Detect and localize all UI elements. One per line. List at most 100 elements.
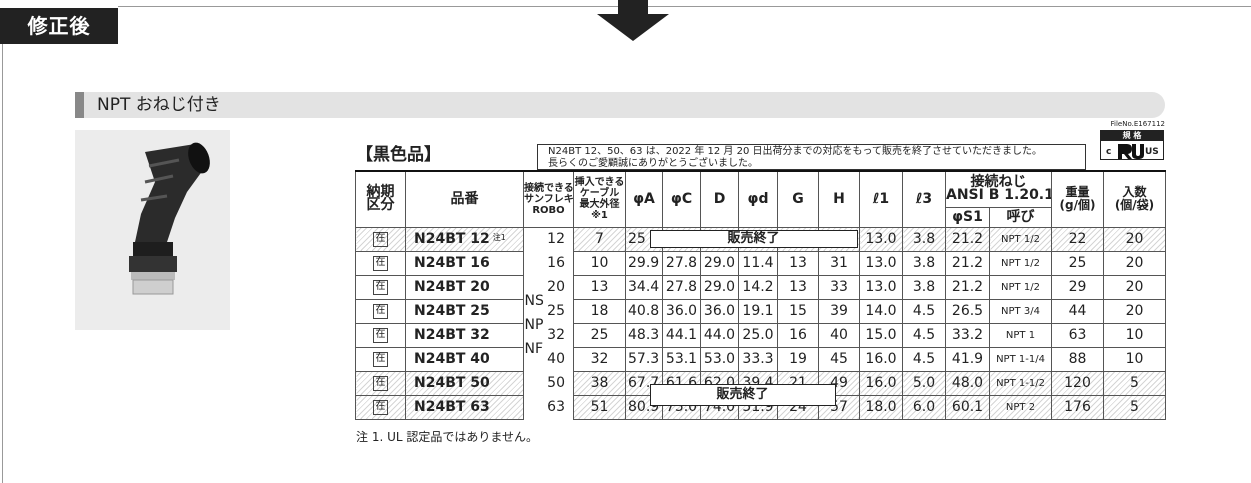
cell-text: N24BT 20 [414, 279, 490, 295]
header-cell: ℓ1 [859, 170, 903, 228]
cell-text: NPT 1-1/2 [996, 377, 1045, 389]
cell: 29.9 [625, 250, 663, 276]
robo-type: NS [524, 293, 544, 309]
cell: 5 [1103, 394, 1166, 420]
cell-text: 60.1 [951, 399, 984, 415]
cell-text: 3.8 [912, 279, 936, 295]
cell: 22 [1051, 226, 1104, 252]
header-text: (g/個) [1059, 198, 1096, 213]
cell: NPT 1/2 [989, 226, 1052, 252]
cell-text: 44.0 [703, 327, 736, 343]
file-number: FileNo.E167112 [1110, 120, 1165, 128]
cell-text: 38 [590, 375, 609, 391]
cell-text: 39 [830, 303, 848, 319]
cell: 25 [573, 322, 626, 348]
cell-text: 15.0 [865, 327, 897, 343]
header-text: 呼び [1006, 208, 1035, 225]
notice-line: 長らくのご愛顧誠にありがとうございました。 [548, 158, 758, 169]
cell-text: 33 [830, 279, 848, 295]
cell: NPT 1/2 [989, 274, 1052, 300]
cell: 20 [1103, 250, 1166, 276]
cell: 6.0 [902, 394, 946, 420]
cell: 20 [1103, 226, 1166, 252]
delivery-icon: 在 [373, 327, 388, 343]
cell: N24BT 63 [405, 394, 524, 420]
header-text: H [833, 190, 845, 207]
cell-text: 50 [547, 375, 565, 391]
cell: 在 [355, 250, 406, 276]
cell: 32 [573, 346, 626, 372]
cell: N24BT 16 [405, 250, 524, 276]
cell: 29 [1051, 274, 1104, 300]
ul-prefix: c [1106, 147, 1112, 157]
cell-text: 26.5 [951, 303, 984, 319]
cell: 51 [573, 394, 626, 420]
header-cell: 入数 (個/袋) [1103, 170, 1166, 228]
cell: 50 [523, 371, 574, 395]
cell-text: 16.0 [865, 375, 897, 391]
cell: 12 [523, 227, 574, 251]
cell: 15.0 [859, 322, 903, 348]
cell-text: 29.0 [703, 255, 736, 271]
cell-text: 31 [830, 255, 848, 271]
cell: 14.0 [859, 298, 903, 324]
cell-text: 176 [1064, 399, 1091, 415]
header-text: φA [633, 190, 655, 207]
header-text: φC [670, 190, 693, 207]
cell: 14.2 [738, 274, 778, 300]
cell: 13.0 [859, 226, 903, 252]
cell: 在 [355, 394, 406, 420]
cell: 53.1 [662, 346, 701, 372]
cell: 4.5 [902, 298, 946, 324]
cell-text: 19.1 [742, 303, 774, 319]
delivery-icon: 在 [373, 255, 388, 271]
cell: N24BT 12 注1 [405, 226, 524, 252]
cell: 21.2 [945, 226, 990, 252]
cell: 29.0 [700, 274, 739, 300]
cell-text: 20 [1125, 303, 1144, 319]
cell: N24BT 50 [405, 370, 524, 396]
cell: 19 [777, 346, 819, 372]
cell: 20 [523, 275, 574, 299]
cell: 19.1 [738, 298, 778, 324]
header-cell: 呼び [989, 206, 1052, 228]
header-text: φd [747, 190, 769, 207]
table-row: 在 N24BT 25 25 18 40.8 36.0 36.0 19.1 15 39 14.0 4.5… [355, 298, 1166, 324]
cell-text: 5.0 [912, 375, 936, 391]
cell: 36.0 [700, 298, 739, 324]
cell: NPT 1-1/4 [989, 346, 1052, 372]
cell: 40 [523, 347, 574, 371]
cell-text: 32 [547, 327, 565, 343]
cell-text: 120 [1064, 375, 1091, 391]
header-text: ℓ1 [872, 190, 890, 207]
cell-text: 20 [547, 279, 565, 295]
cell-text: N24BT 50 [414, 375, 490, 391]
cell: 120 [1051, 370, 1104, 396]
cell: 25.0 [738, 322, 778, 348]
cell-text: N24BT 12 [414, 231, 490, 247]
cell: 13 [573, 274, 626, 300]
cell: 10 [1103, 322, 1166, 348]
cell-text: 14.2 [742, 279, 774, 295]
cell-text: 57.3 [628, 351, 660, 367]
cell: NPT 1 [989, 322, 1052, 348]
table-row: 在 N24BT 12 注1 12 7 25 13.0 3.8 21.2 NPT 1/2 22 20 [355, 226, 1166, 252]
cell-text: 63 [1068, 327, 1087, 343]
header-text: 区分 [366, 197, 395, 214]
spec-table: 納期 区分 品番 接続できる サンフレキ ROBO 挿入できる ケーブル 最大外径 ※1 φA φC D… [355, 170, 1166, 420]
cell-text: 25 [590, 327, 609, 343]
cell-text: 5 [1130, 399, 1139, 415]
header-cell: φS1 [945, 206, 990, 228]
cell: 176 [1051, 394, 1104, 420]
cell: 10 [573, 250, 626, 276]
cell-text: 51 [590, 399, 609, 415]
cell-text: NPT 2 [1005, 401, 1036, 413]
cell: 33.2 [945, 322, 990, 348]
cell: 40.8 [625, 298, 663, 324]
cell: 在 [355, 370, 406, 396]
cell-text: 4.5 [912, 327, 936, 343]
cell: N24BT 20 [405, 274, 524, 300]
cell-text: 3.8 [912, 255, 936, 271]
header-text: ℓ3 [915, 190, 933, 207]
